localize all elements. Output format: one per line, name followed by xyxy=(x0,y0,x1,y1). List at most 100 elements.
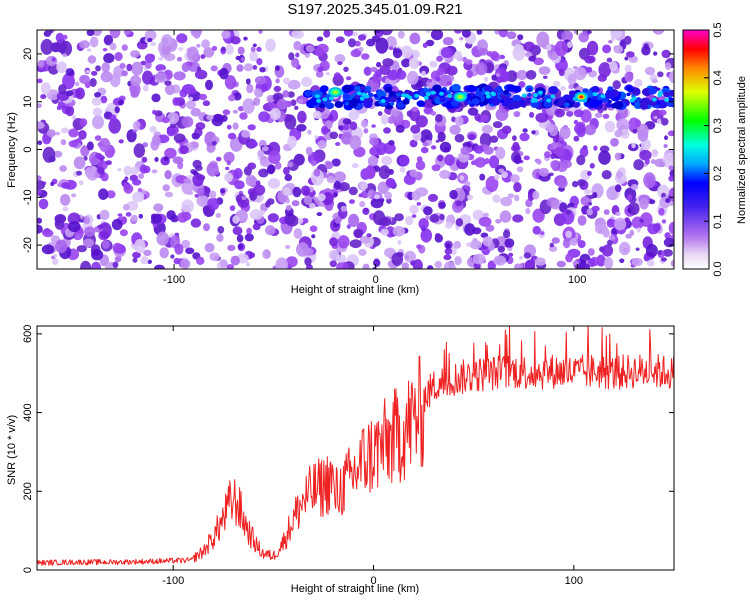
spectrogram-cell xyxy=(285,204,292,211)
spectrogram-cell xyxy=(337,235,350,249)
spectrogram-cell xyxy=(249,50,258,62)
spectrogram-cell xyxy=(314,47,325,57)
spectrogram-cell xyxy=(647,259,655,267)
spectrogram-cell xyxy=(409,32,421,45)
spectrogram-cell xyxy=(401,58,411,68)
spectrogram-cell xyxy=(421,70,426,77)
spectrogram-y-tick-label: 10 xyxy=(22,96,34,108)
signal-band-cell xyxy=(389,96,398,103)
spectrogram-cell xyxy=(420,228,433,243)
spectrogram-cell xyxy=(549,242,554,248)
spectrogram-cell xyxy=(55,131,61,136)
spectrogram-cell xyxy=(446,65,458,76)
spectrogram-cell xyxy=(179,145,189,155)
spectrogram-cell xyxy=(451,116,456,123)
spectrogram-cell xyxy=(92,107,103,117)
spectrogram-cell xyxy=(153,264,165,269)
spectrogram-cell xyxy=(559,126,571,140)
spectrogram-cell xyxy=(479,173,486,181)
spectrogram-cell xyxy=(455,200,463,207)
spectrogram-cell xyxy=(74,81,80,87)
spectrogram-cell xyxy=(94,92,102,98)
spectrogram-cell xyxy=(176,33,188,44)
spectrogram-cell xyxy=(121,44,128,51)
spectrogram-cell xyxy=(443,261,456,269)
spectrogram-cell xyxy=(552,134,560,143)
spectrogram-cell xyxy=(133,143,145,158)
spectrogram-cell xyxy=(483,146,494,155)
snr-y-tick-label: 200 xyxy=(22,482,34,500)
spectrogram-cell xyxy=(513,44,524,52)
spectrogram-cell xyxy=(664,232,671,240)
spectrogram-cell xyxy=(270,107,281,121)
spectrogram-cell xyxy=(472,253,486,265)
spectrogram-cell xyxy=(550,199,560,210)
spectrogram-cell xyxy=(499,210,512,223)
spectrogram-cell xyxy=(528,56,536,62)
spectrogram-cell xyxy=(273,85,282,92)
spectrogram-cell xyxy=(560,159,572,169)
spectrogram-cell xyxy=(195,122,206,130)
spectrogram-cell xyxy=(363,128,369,134)
spectrogram-cell xyxy=(632,128,638,134)
spectrogram-cell xyxy=(87,55,97,64)
spectrogram-cell xyxy=(640,138,652,151)
spectrogram-cell xyxy=(217,226,225,234)
signal-band-cell xyxy=(557,99,565,106)
spectrogram-cell xyxy=(397,30,405,39)
snr-frame xyxy=(36,325,675,571)
spectrogram-cell xyxy=(576,154,586,166)
spectrogram-cell xyxy=(150,41,157,47)
spectrogram-cell xyxy=(207,197,220,211)
spectrogram-cell xyxy=(377,111,383,116)
spectrogram-cell xyxy=(651,159,656,164)
spectrogram-cell xyxy=(366,233,372,238)
spectrogram-cell xyxy=(206,143,215,153)
spectrogram-cell xyxy=(668,187,674,202)
spectrogram-cell xyxy=(602,44,612,54)
spectrogram-cell xyxy=(349,199,355,205)
spectrogram-cell xyxy=(132,251,141,259)
spectrogram-cell xyxy=(86,48,92,52)
spectrogram-cell xyxy=(397,239,402,245)
spectrogram-cell xyxy=(138,213,144,219)
spectrogram-cell xyxy=(55,38,68,53)
signal-band-cell xyxy=(366,90,371,94)
spectrogram-cell xyxy=(659,161,666,168)
spectrogram-cell xyxy=(614,129,623,138)
spectrogram-cell xyxy=(202,205,211,214)
spectrogram-cell xyxy=(82,238,95,248)
spectrogram-cell xyxy=(60,182,71,189)
spectrogram-cell xyxy=(102,47,108,52)
spectrogram-cell xyxy=(353,228,364,238)
spectrogram-cell xyxy=(385,177,396,188)
spectrogram-cell xyxy=(574,123,586,135)
spectrogram-cell xyxy=(151,169,158,174)
spectrogram-cell xyxy=(91,30,102,37)
snr-series-line xyxy=(37,326,674,566)
spectrogram-cell xyxy=(91,261,102,269)
spectrogram-cell xyxy=(192,170,199,176)
spectrogram-cell xyxy=(125,212,132,217)
signal-band-cell xyxy=(511,101,521,109)
signal-band-cell xyxy=(320,85,329,93)
spectrogram-cell xyxy=(409,107,421,122)
spectrogram-cell xyxy=(652,30,665,35)
spectrogram-cell xyxy=(297,110,307,124)
spectrogram-cell xyxy=(573,109,584,118)
spectrogram-cell xyxy=(79,40,90,49)
spectrogram-cell xyxy=(465,59,473,65)
spectrogram-cell xyxy=(154,72,167,83)
signal-band-cell xyxy=(416,100,426,107)
spectrogram-cell xyxy=(123,203,130,211)
spectrogram-cell xyxy=(268,150,281,164)
spectrogram-cell xyxy=(246,83,254,94)
spectrogram-cell xyxy=(240,57,246,62)
spectrogram-cell xyxy=(436,55,443,62)
spectrogram-cell xyxy=(196,187,205,196)
spectrogram-cell xyxy=(454,116,464,127)
spectrogram-cell xyxy=(103,53,115,64)
spectrogram-cell xyxy=(567,73,577,85)
spectrogram-cell xyxy=(454,133,465,143)
